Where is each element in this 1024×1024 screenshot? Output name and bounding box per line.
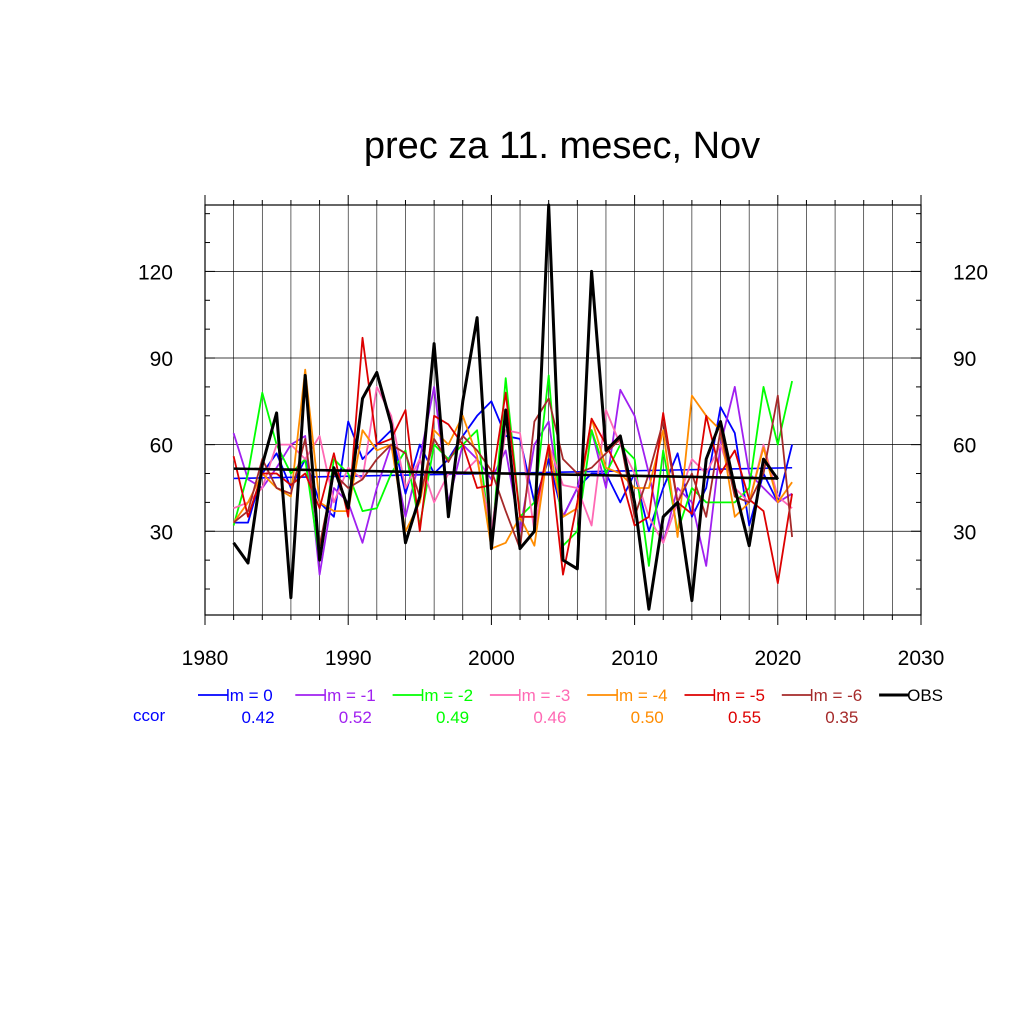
ccor-value: 0.35 <box>825 708 858 727</box>
y-tick-label-left: 90 <box>150 348 173 371</box>
x-tick-label: 2000 <box>468 647 515 670</box>
plot-border <box>204 204 922 616</box>
x-tick-label: 1980 <box>182 647 229 670</box>
y-tick-label-left: 60 <box>150 435 173 458</box>
x-tick-label: 1990 <box>325 647 372 670</box>
series-line-obs <box>232 203 780 611</box>
legend-label: lm = -4 <box>615 686 667 705</box>
ccor-label: ccor <box>133 706 165 725</box>
ccor-value: 0.42 <box>241 708 274 727</box>
legend-label: lm = -2 <box>421 686 473 705</box>
legend-label: lm = 0 <box>226 686 273 705</box>
plot-frame <box>204 204 922 616</box>
legend-label: lm = -6 <box>810 686 862 705</box>
y-tick-label-left: 120 <box>138 261 173 284</box>
ccor-value: 0.55 <box>728 708 761 727</box>
ccor-value: 0.50 <box>631 708 664 727</box>
y-tick-label-right: 120 <box>953 261 988 284</box>
ccor-value: 0.46 <box>533 708 566 727</box>
trend-line-obs <box>233 467 778 480</box>
axes: 30 30 60 60 90 90 120 120 1980 1990 2000 2010 2020 20… <box>138 195 988 670</box>
legend-label: lm = -5 <box>713 686 765 705</box>
y-tick-label-left: 30 <box>150 521 173 544</box>
ccor-value: 0.49 <box>436 708 469 727</box>
legend-label: OBS <box>907 686 943 705</box>
chart-title: prec za 11. mesec, Nov <box>364 125 760 167</box>
legend-label: lm = -1 <box>323 686 375 705</box>
series-lines <box>232 203 793 611</box>
y-tick-label-right: 90 <box>953 348 976 371</box>
y-tick-label-right: 30 <box>953 521 976 544</box>
y-tick-label-right: 60 <box>953 435 976 458</box>
x-tick-label: 2030 <box>898 647 945 670</box>
legend: lm = 0 0.42 lm = -1 0.52 lm = -2 0.49 lm = -3 0… <box>133 686 943 727</box>
ccor-value: 0.52 <box>339 708 372 727</box>
x-tick-label: 2010 <box>611 647 658 670</box>
legend-label: lm = -3 <box>518 686 570 705</box>
series-line-lm-5 <box>232 336 793 585</box>
x-tick-label: 2020 <box>754 647 801 670</box>
